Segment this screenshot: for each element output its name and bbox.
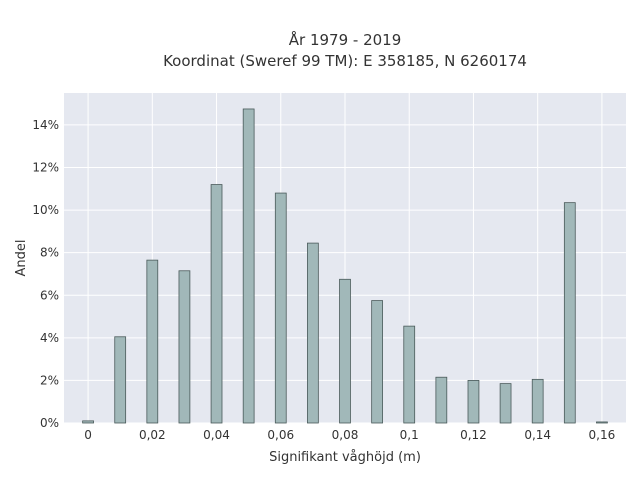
histogram-bar <box>403 325 416 424</box>
histogram-bar <box>146 259 159 424</box>
bars <box>82 108 608 424</box>
histogram-bar <box>371 300 383 424</box>
y-tick-label: 0% <box>40 416 59 430</box>
histogram-bar <box>435 376 448 424</box>
histogram-bar <box>339 278 351 424</box>
x-tick-label: 0,16 <box>589 428 616 442</box>
histogram-bar <box>531 378 544 424</box>
x-tick-label: 0,12 <box>460 428 487 442</box>
x-tick-label: 0,04 <box>203 428 230 442</box>
histogram-bar <box>563 202 576 424</box>
histogram-bar <box>210 184 223 424</box>
y-tick-label: 8% <box>40 246 59 260</box>
x-axis-label: Signifikant våghöjd (m) <box>269 450 421 465</box>
x-axis-ticks: 0 0,02 0,04 0,06 0,08 0,1 0,12 0,14 0,16 <box>84 428 615 442</box>
histogram-bar <box>499 383 512 424</box>
y-tick-label: 2% <box>40 373 59 387</box>
histogram-bar <box>82 420 94 424</box>
histogram-bar <box>274 192 287 424</box>
y-axis-ticks: 0% 2% 4% 6% 8% 10% 12% 14% <box>32 118 59 430</box>
y-tick-label: 4% <box>40 331 59 345</box>
chart-title-line2: Koordinat (Sweref 99 TM): E 358185, N 62… <box>163 52 527 70</box>
y-tick-label: 10% <box>32 203 59 217</box>
histogram-bar <box>178 270 191 424</box>
chart-title-line1: År 1979 - 2019 <box>289 30 402 49</box>
histogram-bar <box>307 242 319 424</box>
y-axis-label: Andel <box>14 240 29 277</box>
histogram-bar <box>467 380 480 424</box>
x-tick-label: 0,1 <box>400 428 419 442</box>
histogram-bar <box>114 336 127 424</box>
histogram-bar <box>242 108 255 424</box>
y-tick-label: 6% <box>40 288 59 302</box>
x-tick-label: 0 <box>84 428 92 442</box>
histogram-bar <box>596 421 608 424</box>
y-tick-label: 12% <box>32 161 59 175</box>
y-tick-label: 14% <box>32 118 59 132</box>
x-tick-label: 0,06 <box>267 428 294 442</box>
x-tick-label: 0,14 <box>524 428 551 442</box>
x-tick-label: 0,08 <box>332 428 359 442</box>
x-tick-label: 0,02 <box>139 428 166 442</box>
